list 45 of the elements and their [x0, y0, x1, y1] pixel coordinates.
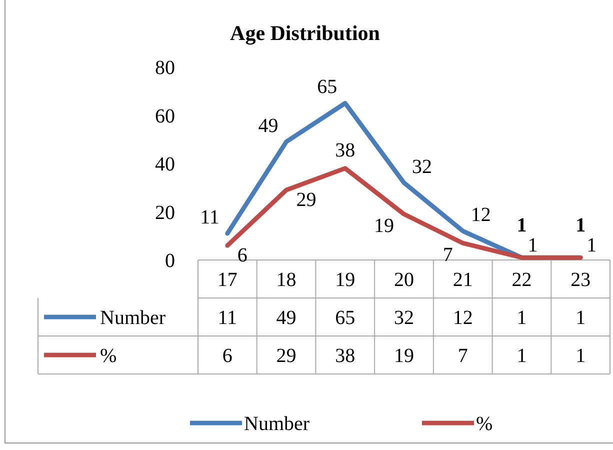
- data-label: 1: [576, 345, 586, 367]
- text: Number: [244, 413, 310, 435]
- annotation: 1: [516, 214, 527, 237]
- annotation: 49: [258, 114, 278, 137]
- data-label: 38: [335, 345, 356, 367]
- y-tick-label: 20: [155, 202, 175, 224]
- annotation: 1: [528, 234, 538, 257]
- data-label: 32: [394, 307, 414, 329]
- x-tick-label: 21: [452, 269, 473, 291]
- data-label: 6: [222, 345, 232, 367]
- data-label: 1: [516, 345, 527, 367]
- data-label: 65: [335, 307, 356, 329]
- annotation: 7: [442, 244, 453, 266]
- data-label: 1: [516, 307, 527, 329]
- chart-title: Age Distribution: [230, 21, 380, 45]
- annotation: 11: [200, 206, 220, 228]
- legend-label: %: [100, 345, 117, 367]
- x-tick-label: 17: [217, 269, 238, 291]
- annotation: 1: [576, 214, 586, 237]
- data-label: 29: [276, 345, 296, 367]
- annotation: 1: [586, 234, 597, 257]
- annotation: 29: [296, 189, 316, 212]
- annotation: 38: [335, 139, 356, 162]
- y-tick-label: 0: [165, 250, 175, 272]
- y-tick-label: 80: [155, 57, 175, 79]
- x-tick-label: 22: [512, 269, 532, 291]
- annotation: 65: [317, 76, 338, 98]
- data-label: 11: [218, 307, 238, 329]
- x-tick-label: 19: [335, 269, 356, 291]
- x-tick-label: 18: [276, 269, 296, 291]
- data-label: 19: [394, 345, 414, 367]
- data-label: 12: [452, 307, 473, 329]
- data-label: 49: [276, 307, 296, 329]
- annotation: 32: [412, 156, 432, 178]
- data-label: 7: [458, 345, 468, 367]
- y-tick-label: 40: [155, 154, 175, 176]
- legend-label: Number: [100, 307, 166, 329]
- y-tick-label: 60: [155, 105, 175, 128]
- x-tick-label: 23: [570, 269, 591, 291]
- annotation: 19: [374, 215, 394, 238]
- annotation: 12: [470, 204, 491, 226]
- data-label: 1: [576, 307, 586, 329]
- annotation: 6: [237, 244, 248, 267]
- x-tick-label: 20: [394, 269, 414, 291]
- text: %: [476, 413, 493, 435]
